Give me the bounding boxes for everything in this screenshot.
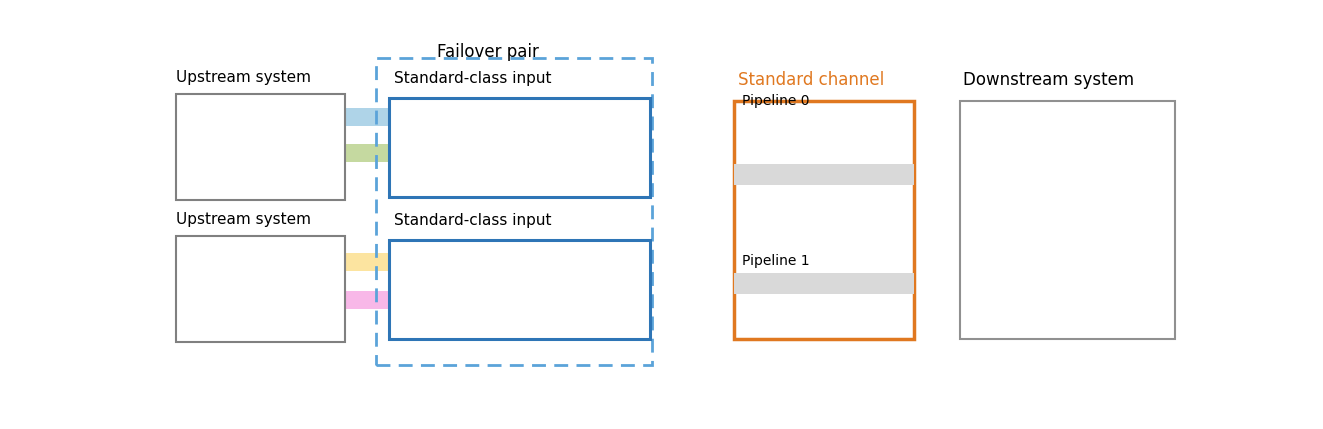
- Text: Downstream system: Downstream system: [963, 72, 1134, 90]
- Bar: [389, 98, 651, 197]
- Text: Upstream system: Upstream system: [176, 69, 311, 85]
- Text: Standard-class input: Standard-class input: [394, 213, 552, 228]
- Bar: [345, 108, 652, 126]
- Bar: [345, 291, 652, 309]
- Bar: [389, 240, 651, 339]
- Text: Standard channel: Standard channel: [737, 72, 884, 90]
- Bar: [734, 101, 914, 339]
- Text: Pipeline 0: Pipeline 0: [742, 94, 810, 108]
- Text: Upstream system: Upstream system: [176, 211, 311, 227]
- Bar: [376, 58, 652, 366]
- Text: Failover pair: Failover pair: [438, 43, 540, 61]
- Text: Pipeline 1: Pipeline 1: [742, 254, 810, 268]
- Bar: [345, 253, 652, 271]
- Bar: [176, 236, 345, 342]
- Bar: [734, 273, 914, 294]
- Bar: [734, 164, 914, 185]
- Bar: [176, 94, 345, 200]
- Bar: [345, 144, 652, 162]
- Text: Standard-class input: Standard-class input: [394, 71, 552, 86]
- Bar: [960, 101, 1175, 339]
